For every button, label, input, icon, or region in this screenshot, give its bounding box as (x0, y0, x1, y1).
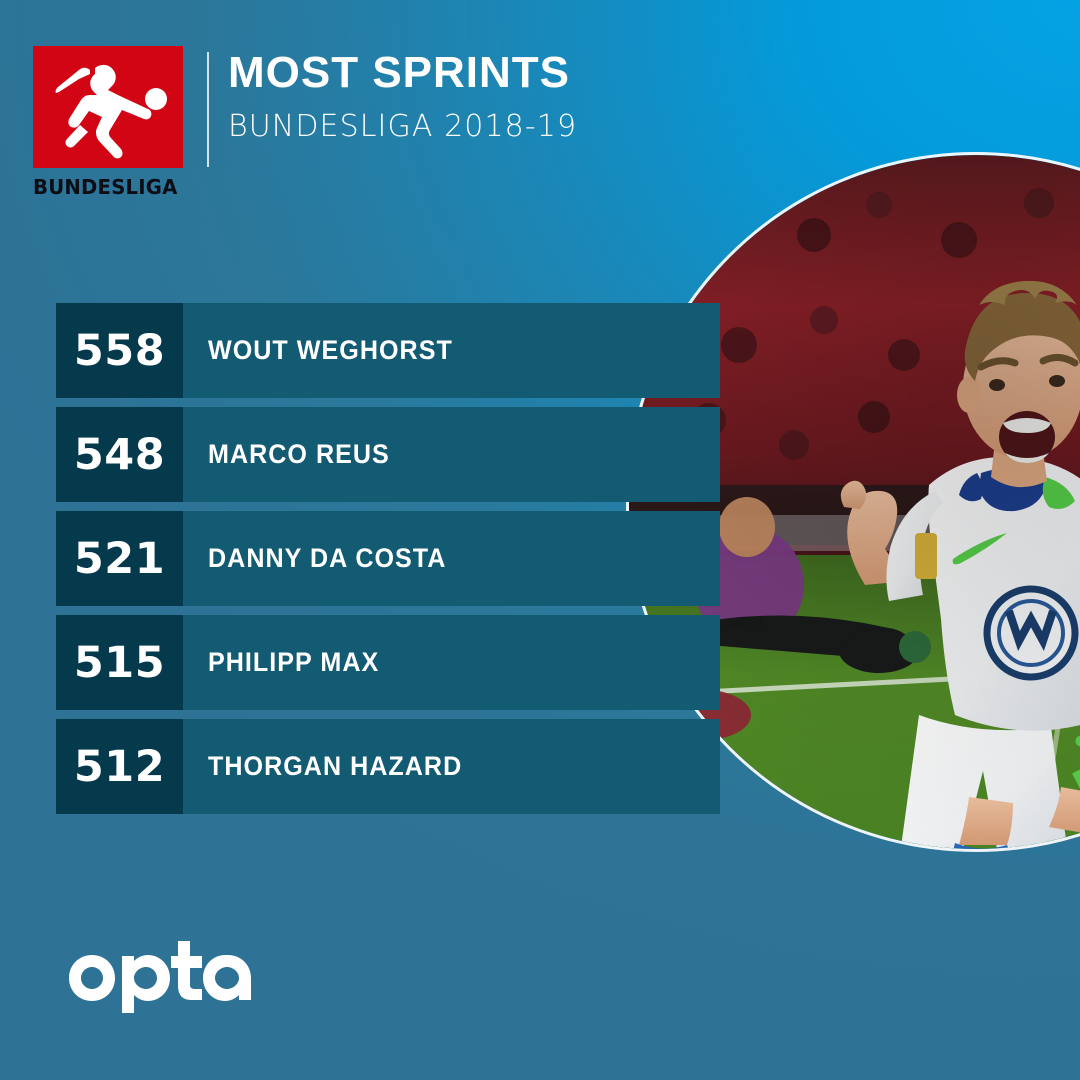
bundesliga-logo: BUNDESLIGA (33, 46, 183, 199)
table-row[interactable]: 548 MARCO REUS (56, 407, 720, 502)
player-cell: WOUT WEGHORST (183, 303, 720, 398)
player-cell: THORGAN HAZARD (183, 719, 720, 814)
player-cell: PHILIPP MAX (183, 615, 720, 710)
sprint-count: 548 (73, 429, 166, 480)
player-cell: MARCO REUS (183, 407, 720, 502)
table-row[interactable]: 521 DANNY DA COSTA (56, 511, 720, 606)
player-photo (626, 152, 1080, 852)
player-name: PHILIPP MAX (208, 647, 380, 677)
table-row[interactable]: 512 THORGAN HAZARD (56, 719, 720, 814)
player-name: THORGAN HAZARD (208, 751, 463, 781)
player-celebration-photo-icon (629, 155, 1080, 849)
title-block: MOST SPRINTS BUNDESLIGA 2018-19 (228, 48, 578, 145)
value-cell: 512 (56, 719, 183, 814)
value-cell: 558 (56, 303, 183, 398)
page-subtitle: BUNDESLIGA 2018-19 (228, 109, 578, 145)
bundesliga-logo-box (33, 46, 183, 168)
opta-logo (62, 935, 252, 1013)
player-name: DANNY DA COSTA (208, 543, 447, 573)
opta-logo-icon (69, 941, 251, 1013)
value-cell: 521 (56, 511, 183, 606)
sprint-count: 512 (73, 741, 166, 792)
player-name: MARCO REUS (208, 439, 390, 469)
player-cell: DANNY DA COSTA (183, 511, 720, 606)
table-row[interactable]: 558 WOUT WEGHORST (56, 303, 720, 398)
player-photo-inner (629, 155, 1080, 849)
value-cell: 548 (56, 407, 183, 502)
player-name: WOUT WEGHORST (208, 335, 453, 365)
sprint-count: 521 (73, 533, 166, 584)
bundesliga-wordmark: BUNDESLIGA (33, 175, 178, 199)
sprint-count: 515 (73, 637, 166, 688)
header-divider (207, 52, 209, 167)
bundesliga-footballer-icon (55, 64, 167, 159)
ranking-list: 558 WOUT WEGHORST 548 MARCO REUS 521 DAN… (56, 303, 720, 814)
table-row[interactable]: 515 PHILIPP MAX (56, 615, 720, 710)
value-cell: 515 (56, 615, 183, 710)
header: BUNDESLIGA MOST SPRINTS BUNDESLIGA 2018-… (0, 0, 620, 220)
page-title: MOST SPRINTS (228, 48, 571, 97)
sprint-count: 558 (73, 325, 166, 376)
